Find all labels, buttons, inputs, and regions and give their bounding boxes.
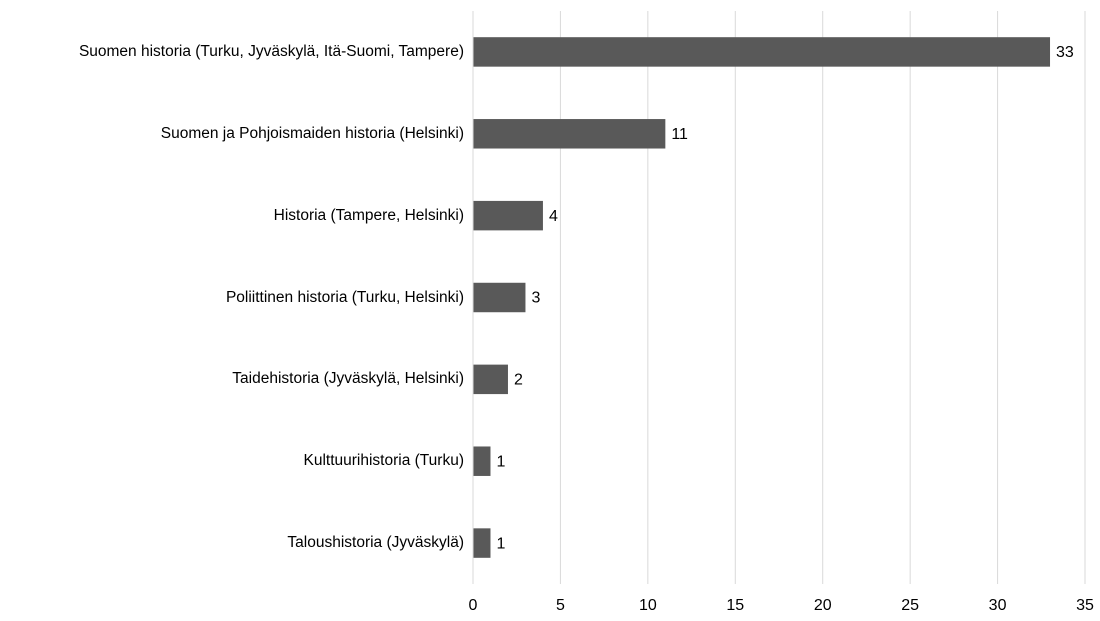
bar <box>473 37 1051 67</box>
y-tick-label-box: Suomen ja Pohjoismaiden historia (Helsin… <box>0 123 464 145</box>
bar <box>473 282 526 313</box>
x-tick-label: 5 <box>556 597 565 614</box>
y-tick-label: Historia (Tampere, Helsinki) <box>273 206 464 224</box>
y-tick-label-box: Kulttuurihistoria (Turku) <box>0 450 464 472</box>
bar <box>473 119 666 149</box>
data-label: 1 <box>496 535 505 552</box>
data-label: 4 <box>549 208 558 225</box>
x-tick-label: 35 <box>1076 597 1094 614</box>
x-tick-label: 15 <box>726 597 744 614</box>
x-tick-label: 30 <box>989 597 1007 614</box>
data-label: 33 <box>1056 44 1074 61</box>
bar <box>473 364 508 395</box>
x-tick-label: 0 <box>469 597 478 614</box>
y-tick-label: Taidehistoria (Jyväskylä, Helsinki) <box>232 370 464 388</box>
y-tick-label: Poliittinen historia (Turku, Helsinki) <box>225 288 464 306</box>
x-tick-label: 25 <box>901 597 919 614</box>
x-tick-label: 10 <box>639 597 657 614</box>
y-tick-label-box: Taloushistoria (Jyväskylä) <box>0 532 464 554</box>
x-tick-label: 20 <box>814 597 832 614</box>
data-label: 2 <box>514 372 523 389</box>
y-tick-label-box: Suomen historia (Turku, Jyväskylä, Itä-S… <box>0 41 464 63</box>
data-label: 11 <box>671 126 688 143</box>
bar <box>473 446 491 476</box>
y-tick-label: Suomen ja Pohjoismaiden historia (Helsin… <box>160 124 464 142</box>
y-tick-label-box: Taidehistoria (Jyväskylä, Helsinki) <box>0 368 464 390</box>
bar <box>473 200 543 231</box>
y-tick-label: Kulttuurihistoria (Turku) <box>303 452 464 470</box>
y-tick-label-box: Poliittinen historia (Turku, Helsinki) <box>0 287 464 309</box>
y-tick-label-box: Historia (Tampere, Helsinki) <box>0 205 464 227</box>
data-label: 1 <box>496 453 505 470</box>
y-tick-label: Taloushistoria (Jyväskylä) <box>287 534 464 552</box>
y-tick-label: Suomen historia (Turku, Jyväskylä, Itä-S… <box>78 42 464 60</box>
data-label: 3 <box>531 290 540 307</box>
bar <box>473 528 491 558</box>
